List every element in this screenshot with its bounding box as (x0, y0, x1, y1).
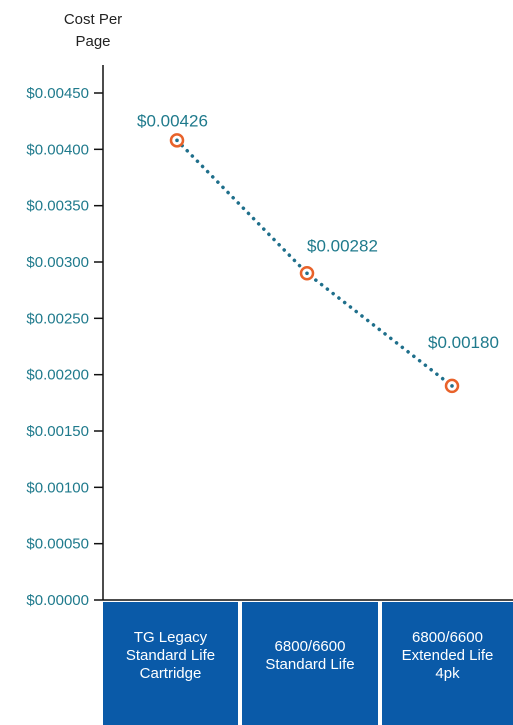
category-band (242, 602, 378, 725)
category-label: 6800/6600 (412, 629, 483, 646)
y-axis: $0.00000 $0.00050 $0.00100 $0.00150 $0.00200… (26, 65, 513, 609)
y-tick-label: $0.00200 (26, 367, 89, 384)
y-axis-title-line: Page (75, 33, 110, 50)
data-point-center (305, 271, 309, 276)
y-tick-label: $0.00300 (26, 254, 89, 271)
series-line-path (175, 138, 454, 388)
category-label: Extended Life (402, 647, 494, 664)
y-axis-title: Cost Per Page (64, 11, 122, 50)
data-label: $0.00180 (428, 333, 499, 352)
y-tick-label: $0.00150 (26, 423, 89, 440)
category-label: 4pk (435, 665, 460, 682)
data-point-center (175, 138, 179, 143)
y-tick-label: $0.00000 (26, 592, 89, 609)
y-tick-label: $0.00400 (26, 141, 89, 158)
y-tick-label: $0.00100 (26, 479, 89, 496)
data-label: $0.00282 (307, 236, 378, 255)
data-label: $0.00426 (137, 111, 208, 130)
y-tick-label: $0.00050 (26, 536, 89, 553)
category-label: 6800/6600 (275, 638, 346, 655)
category-label: Standard Life (265, 656, 354, 673)
category-band (103, 602, 238, 725)
category-label: TG Legacy (134, 629, 208, 646)
series-line (175, 138, 454, 388)
y-tick-label: $0.00450 (26, 85, 89, 102)
category-label: Standard Life (126, 647, 215, 664)
data-markers (169, 133, 460, 394)
y-tick-label: $0.00250 (26, 310, 89, 327)
y-axis-title-line: Cost Per (64, 11, 122, 28)
category-band (382, 602, 513, 725)
data-point-center (450, 384, 454, 388)
category-label: Cartridge (140, 665, 202, 682)
data-labels: $0.00426 $0.00282 $0.00180 (137, 111, 499, 352)
y-tick-label: $0.00350 (26, 198, 89, 215)
